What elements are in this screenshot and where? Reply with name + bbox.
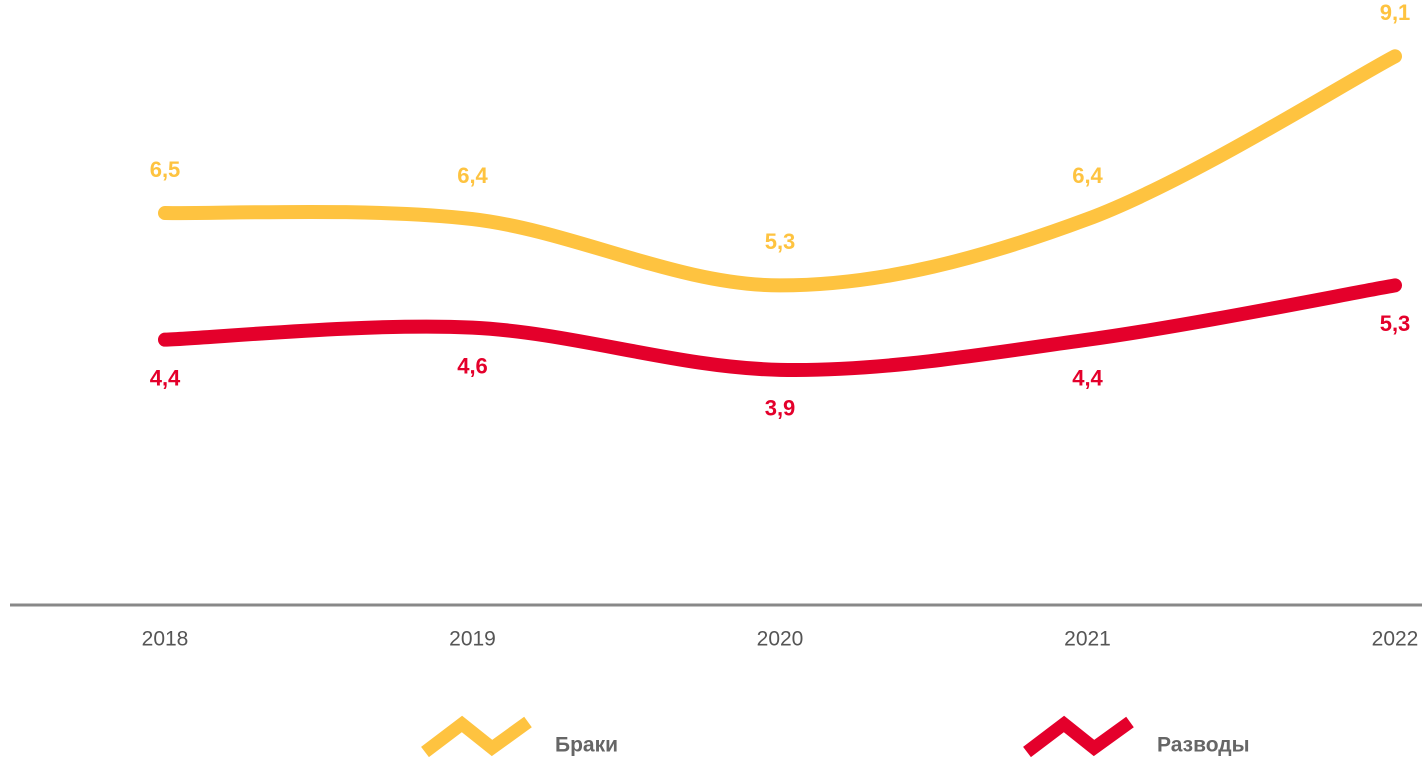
series-line xyxy=(158,278,1402,377)
data-label: 6,4 xyxy=(1072,163,1103,188)
x-tick-label: 2022 xyxy=(1372,628,1419,651)
data-label: 5,3 xyxy=(1380,311,1411,336)
data-label: 4,6 xyxy=(457,353,488,378)
legend-label: Браки xyxy=(555,734,618,757)
data-label: 6,4 xyxy=(457,163,488,188)
x-tick-label: 2021 xyxy=(1064,628,1111,651)
data-label: 5,3 xyxy=(765,229,796,254)
data-label: 4,4 xyxy=(1072,365,1103,390)
data-label: 9,1 xyxy=(1380,0,1411,25)
x-tick-label: 2018 xyxy=(142,628,189,651)
legend-icon xyxy=(421,715,532,758)
data-label: 6,5 xyxy=(150,157,181,182)
legend-label: Разводы xyxy=(1157,734,1250,757)
legend-icon xyxy=(1023,715,1134,758)
data-label: 4,4 xyxy=(150,365,181,390)
series-line xyxy=(158,49,1402,293)
data-label: 3,9 xyxy=(765,396,796,421)
x-tick-label: 2019 xyxy=(449,628,496,651)
x-tick-label: 2020 xyxy=(757,628,804,651)
